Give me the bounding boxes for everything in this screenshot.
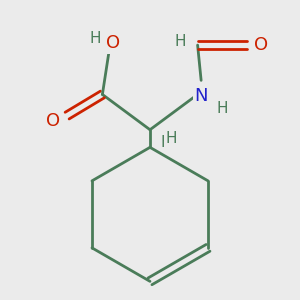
- Text: O: O: [46, 112, 60, 130]
- Text: H: H: [90, 31, 101, 46]
- Text: H: H: [217, 101, 228, 116]
- Text: H: H: [165, 131, 177, 146]
- Text: N: N: [194, 87, 208, 105]
- Text: H: H: [160, 135, 172, 150]
- Text: O: O: [254, 36, 268, 54]
- Text: H: H: [174, 34, 186, 49]
- Text: O: O: [106, 34, 120, 52]
